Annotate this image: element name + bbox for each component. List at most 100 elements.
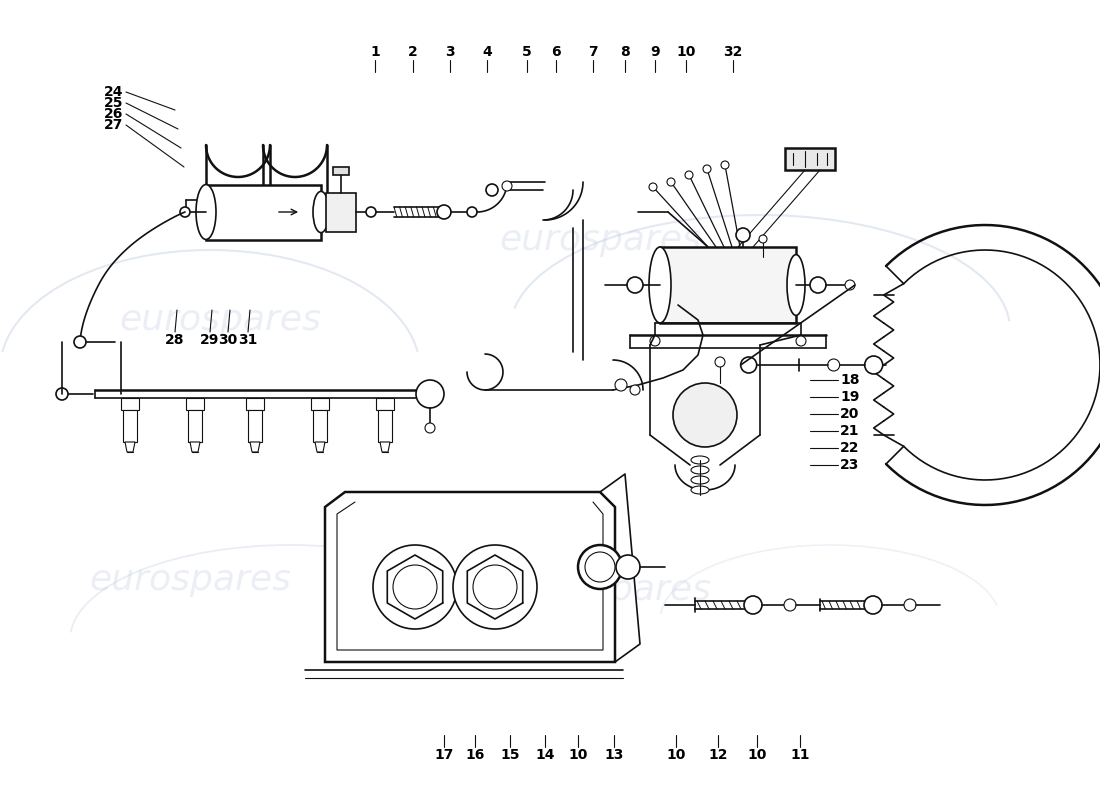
- Ellipse shape: [649, 247, 671, 323]
- Circle shape: [845, 280, 855, 290]
- Circle shape: [864, 596, 882, 614]
- Bar: [378, 410, 392, 442]
- Circle shape: [744, 596, 762, 614]
- Text: 14: 14: [536, 748, 554, 762]
- Text: 16: 16: [465, 748, 485, 762]
- Circle shape: [473, 565, 517, 609]
- Bar: [186, 398, 204, 410]
- Bar: [248, 410, 262, 442]
- Text: 6: 6: [551, 45, 561, 59]
- Circle shape: [74, 336, 86, 348]
- Bar: [785, 148, 835, 170]
- Bar: [314, 410, 327, 442]
- Circle shape: [615, 379, 627, 391]
- Circle shape: [416, 380, 444, 408]
- Text: 7: 7: [588, 45, 597, 59]
- Circle shape: [673, 383, 737, 447]
- Circle shape: [667, 178, 675, 186]
- Text: 26: 26: [103, 107, 123, 121]
- Polygon shape: [324, 492, 615, 662]
- Text: 31: 31: [239, 333, 257, 347]
- Bar: [121, 398, 139, 410]
- Ellipse shape: [691, 486, 710, 494]
- Circle shape: [453, 545, 537, 629]
- Text: 23: 23: [840, 458, 859, 472]
- Circle shape: [366, 207, 376, 217]
- Circle shape: [468, 207, 477, 217]
- Circle shape: [827, 359, 839, 371]
- Text: eurospares: eurospares: [89, 563, 292, 597]
- Text: 2: 2: [408, 45, 418, 59]
- Text: 11: 11: [790, 748, 810, 762]
- Text: 4: 4: [482, 45, 492, 59]
- Polygon shape: [125, 442, 135, 452]
- Circle shape: [740, 357, 757, 373]
- Circle shape: [685, 171, 693, 179]
- Text: 10: 10: [747, 748, 767, 762]
- Text: 10: 10: [676, 45, 695, 59]
- Circle shape: [784, 599, 796, 611]
- Text: 27: 27: [103, 118, 123, 132]
- Circle shape: [715, 357, 725, 367]
- Bar: [376, 398, 394, 410]
- Text: 12: 12: [708, 748, 728, 762]
- Circle shape: [437, 205, 451, 219]
- Ellipse shape: [786, 254, 805, 315]
- Polygon shape: [250, 442, 260, 452]
- Circle shape: [425, 423, 435, 433]
- Text: 3: 3: [446, 45, 454, 59]
- Circle shape: [865, 356, 882, 374]
- Polygon shape: [190, 442, 200, 452]
- Bar: [188, 410, 202, 442]
- Circle shape: [810, 277, 826, 293]
- Text: 29: 29: [200, 333, 220, 347]
- Ellipse shape: [691, 456, 710, 464]
- Text: 15: 15: [500, 748, 519, 762]
- Circle shape: [720, 161, 729, 169]
- Bar: [333, 167, 349, 175]
- Circle shape: [796, 336, 806, 346]
- Ellipse shape: [196, 185, 216, 239]
- Text: 10: 10: [569, 748, 587, 762]
- Text: 19: 19: [840, 390, 859, 404]
- Circle shape: [736, 228, 750, 242]
- Text: 17: 17: [434, 748, 453, 762]
- Circle shape: [904, 599, 916, 611]
- Circle shape: [209, 198, 219, 208]
- Circle shape: [373, 545, 456, 629]
- Text: 13: 13: [604, 748, 624, 762]
- Circle shape: [630, 385, 640, 395]
- Bar: [311, 398, 329, 410]
- Circle shape: [759, 235, 767, 243]
- Circle shape: [180, 207, 190, 217]
- Circle shape: [650, 336, 660, 346]
- Text: 32: 32: [724, 45, 743, 59]
- Circle shape: [627, 277, 644, 293]
- Circle shape: [616, 555, 640, 579]
- Bar: [123, 410, 138, 442]
- Circle shape: [649, 183, 657, 191]
- Circle shape: [314, 198, 324, 208]
- Bar: [660, 247, 796, 323]
- Ellipse shape: [691, 476, 710, 484]
- Circle shape: [486, 184, 498, 196]
- Text: 28: 28: [165, 333, 185, 347]
- Text: 10: 10: [667, 748, 685, 762]
- Text: 8: 8: [620, 45, 630, 59]
- Text: 9: 9: [650, 45, 660, 59]
- Circle shape: [578, 545, 621, 589]
- Ellipse shape: [691, 466, 710, 474]
- Text: 25: 25: [103, 96, 123, 110]
- Circle shape: [502, 181, 512, 191]
- Text: 24: 24: [103, 85, 123, 99]
- Text: 21: 21: [840, 424, 859, 438]
- Text: 5: 5: [522, 45, 532, 59]
- Circle shape: [585, 552, 615, 582]
- Polygon shape: [315, 442, 324, 452]
- Text: 22: 22: [840, 441, 859, 455]
- Text: eurospares: eurospares: [119, 303, 321, 337]
- Circle shape: [56, 388, 68, 400]
- Text: eurospares: eurospares: [509, 573, 711, 607]
- Text: 20: 20: [840, 407, 859, 421]
- Bar: [326, 193, 356, 232]
